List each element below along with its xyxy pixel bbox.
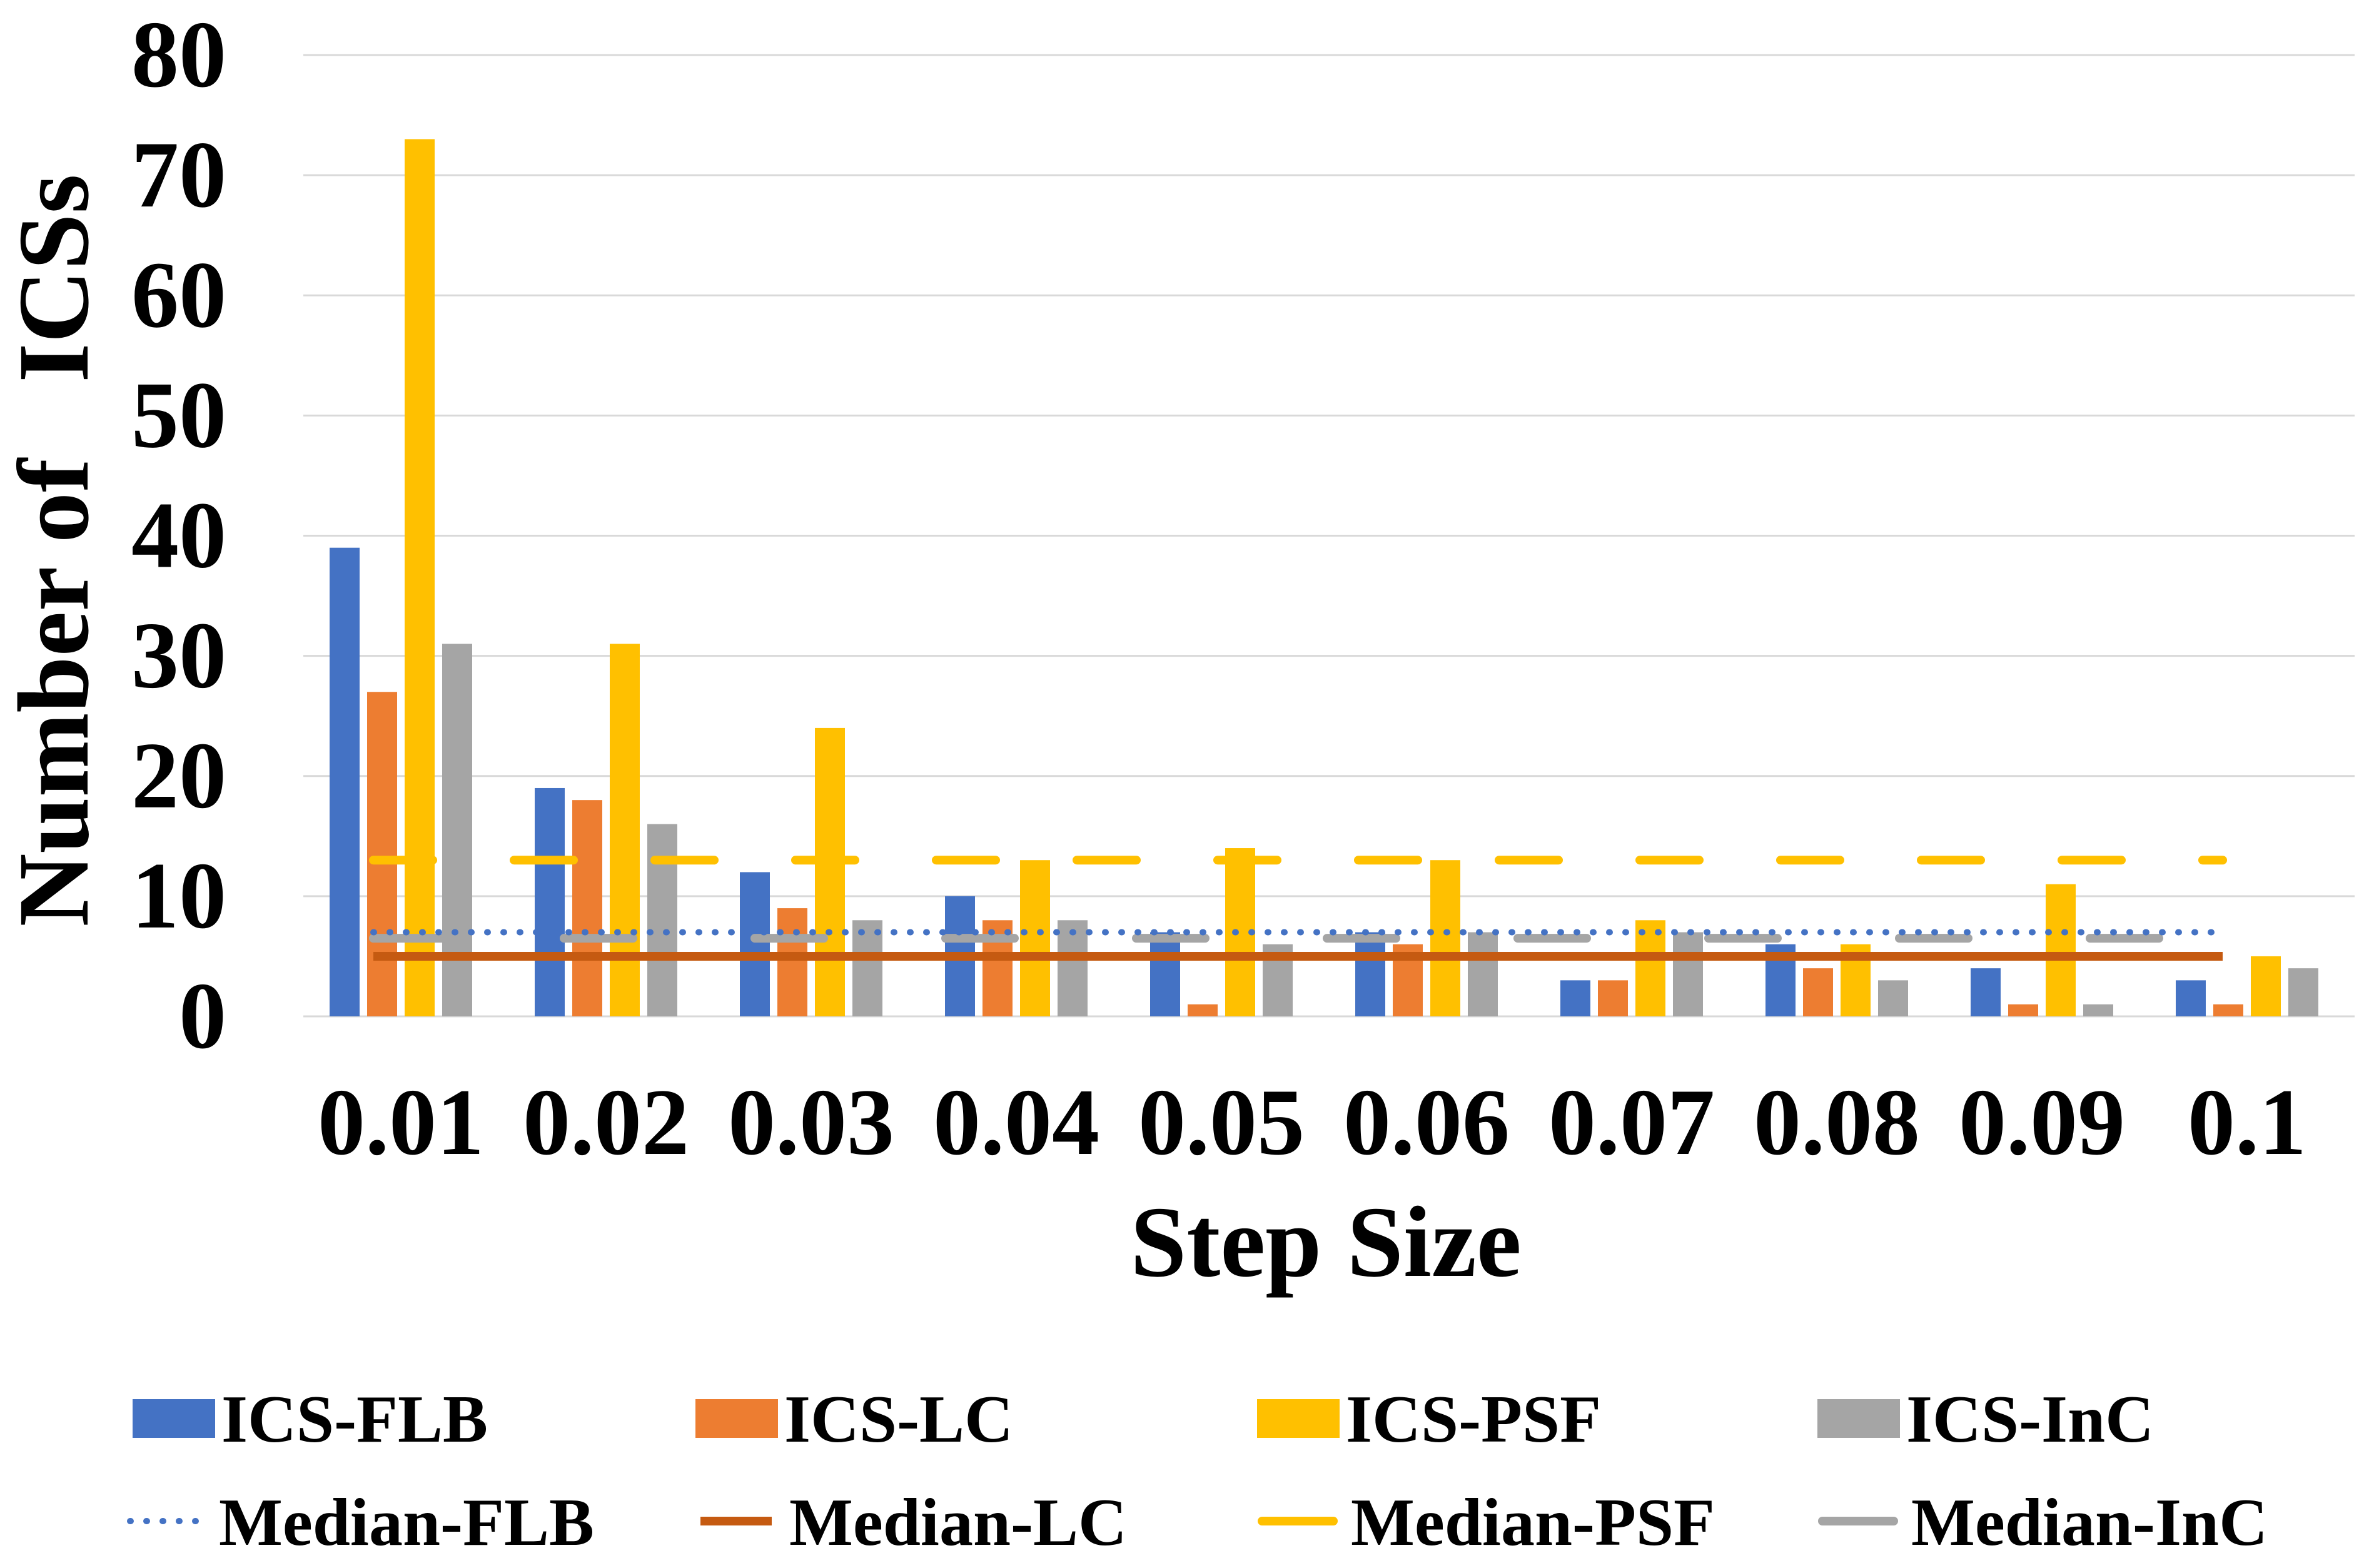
x-tick-label: 0.01 bbox=[318, 1070, 484, 1175]
y-tick-label: 30 bbox=[131, 603, 226, 708]
legend-label: Median-PSF bbox=[1351, 1485, 1715, 1560]
bar-ics-psf bbox=[2251, 956, 2281, 1016]
y-axis-ticks: 0 10 20 30 40 50 60 70 80 bbox=[131, 2, 226, 1068]
y-tick-label: 20 bbox=[131, 723, 226, 828]
bar-ics-psf bbox=[2046, 884, 2076, 1016]
bar-ics-psf bbox=[1635, 920, 1665, 1016]
y-tick-label: 0 bbox=[179, 963, 226, 1068]
bar-ics-inc bbox=[1878, 980, 1908, 1016]
bar-ics-inc bbox=[852, 920, 882, 1016]
bar-ics-lc bbox=[2008, 1004, 2038, 1016]
x-tick-label: 0.06 bbox=[1343, 1070, 1510, 1175]
bar-ics-flb bbox=[1355, 932, 1385, 1016]
y-tick-label: 70 bbox=[131, 122, 226, 227]
y-tick-label: 60 bbox=[131, 242, 226, 347]
gridlines bbox=[303, 54, 2355, 1018]
y-tick-label: 80 bbox=[131, 2, 226, 107]
bar-ics-lc bbox=[777, 908, 807, 1016]
bar-ics-psf bbox=[815, 727, 845, 1016]
bar-ics-flb bbox=[1971, 968, 2001, 1016]
bar-ics-psf bbox=[1430, 860, 1460, 1016]
bar-ics-psf bbox=[1020, 860, 1050, 1016]
x-tick-label: 0.09 bbox=[1959, 1070, 2125, 1175]
bar-ics-inc bbox=[1468, 932, 1498, 1016]
x-tick-label: 0.04 bbox=[933, 1070, 1099, 1175]
legend-label: ICS-PSF bbox=[1346, 1382, 1601, 1457]
bar-ics-inc bbox=[647, 824, 677, 1016]
y-axis-title: Number of ICSs bbox=[0, 174, 110, 926]
y-tick-label: 50 bbox=[131, 362, 226, 467]
legend-swatch-ics-psf bbox=[1257, 1399, 1340, 1438]
y-tick-label: 40 bbox=[131, 483, 226, 588]
legend-label: Median-FLB bbox=[219, 1485, 594, 1560]
x-tick-label: 0.08 bbox=[1754, 1070, 1920, 1175]
legend-swatch-ics-lc bbox=[695, 1399, 778, 1438]
median-lines bbox=[369, 856, 2227, 961]
bar-ics-flb bbox=[1560, 980, 1590, 1016]
bar-ics-flb bbox=[1150, 932, 1180, 1016]
bar-ics-inc bbox=[2083, 1004, 2113, 1016]
bar-ics-inc bbox=[1673, 932, 1703, 1016]
x-axis-ticks: 0.01 0.02 0.03 0.04 0.05 0.06 0.07 0.08 0.09 0.1 bbox=[318, 1070, 2306, 1175]
bar-ics-flb bbox=[2176, 980, 2206, 1016]
legend-swatch-ics-inc bbox=[1817, 1399, 1900, 1438]
legend-label: Median-InC bbox=[1911, 1485, 2268, 1560]
bar-ics-lc bbox=[1803, 968, 1833, 1016]
bars bbox=[330, 139, 2318, 1016]
bar-ics-flb bbox=[740, 872, 770, 1016]
bar-ics-lc bbox=[367, 692, 397, 1016]
x-tick-label: 0.05 bbox=[1138, 1070, 1305, 1175]
x-tick-label: 0.1 bbox=[2188, 1070, 2306, 1175]
bar-ics-inc bbox=[2288, 968, 2318, 1016]
x-axis-title: Step Size bbox=[1130, 1186, 1521, 1298]
x-tick-label: 0.03 bbox=[728, 1070, 894, 1175]
bar-ics-flb bbox=[535, 787, 565, 1016]
bar-ics-flb bbox=[330, 547, 360, 1016]
legend-label: ICS-FLB bbox=[221, 1382, 488, 1457]
bar-ics-lc bbox=[1598, 980, 1628, 1016]
y-tick-label: 10 bbox=[131, 843, 226, 948]
legend-label: Median-LC bbox=[789, 1485, 1127, 1560]
legend: ICS-FLB ICS-LC ICS-PSF ICS-InC Median-FLB Med… bbox=[127, 1382, 2268, 1560]
legend-label: ICS-LC bbox=[784, 1382, 1013, 1457]
legend-label: ICS-InC bbox=[1906, 1382, 2154, 1457]
bar-ics-psf bbox=[405, 139, 435, 1016]
bar-ics-inc bbox=[1058, 920, 1088, 1016]
bar-ics-lc bbox=[572, 800, 602, 1016]
x-tick-label: 0.02 bbox=[523, 1070, 689, 1175]
legend-swatch-ics-flb bbox=[133, 1399, 215, 1438]
bar-ics-lc bbox=[1188, 1004, 1218, 1016]
bar-ics-lc bbox=[2213, 1004, 2243, 1016]
x-tick-label: 0.07 bbox=[1548, 1070, 1715, 1175]
